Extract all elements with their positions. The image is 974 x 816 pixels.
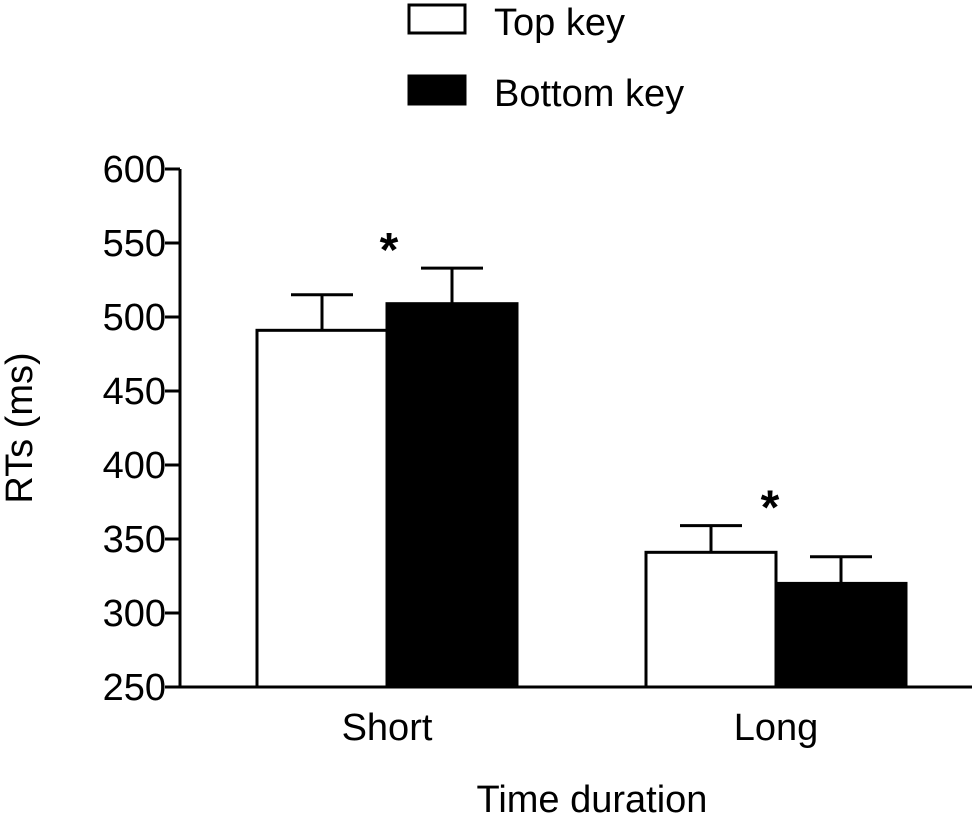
x-tick-label-short: Short <box>342 707 433 749</box>
y-axis: 250 300 350 400 450 500 550 600 <box>103 149 182 709</box>
legend-swatch-top-key <box>407 3 467 35</box>
y-tick-label: 400 <box>103 445 166 487</box>
y-tick-label: 450 <box>103 371 166 413</box>
significance-mark-short: * <box>380 224 399 277</box>
significance-mark-long: * <box>761 482 780 535</box>
y-axis-title: RTs (ms) <box>0 352 41 503</box>
y-tick-label: 550 <box>103 223 166 265</box>
bar-bottom-key-short <box>385 302 519 689</box>
y-tick-label: 350 <box>103 519 166 561</box>
bar-top-key-long <box>644 550 778 689</box>
y-tick-label: 250 <box>103 667 166 709</box>
bar-top-key-short <box>255 328 389 689</box>
x-tick-label-long: Long <box>734 707 819 749</box>
legend-label-top-key: Top key <box>494 2 625 44</box>
y-tick-label: 500 <box>103 297 166 339</box>
error-bars <box>291 266 872 584</box>
legend-swatch-bottom-key <box>407 74 467 106</box>
x-axis: Short Long <box>180 685 972 749</box>
legend-label-bottom-key: Bottom key <box>494 73 684 115</box>
y-tick-label: 300 <box>103 593 166 635</box>
bar-bottom-key-long <box>774 581 908 689</box>
bars <box>255 302 908 689</box>
y-tick-label: 600 <box>103 149 166 191</box>
x-axis-title: Time duration <box>477 779 708 816</box>
annotations: ** <box>380 224 780 535</box>
legend: Top key Bottom key <box>407 2 684 115</box>
